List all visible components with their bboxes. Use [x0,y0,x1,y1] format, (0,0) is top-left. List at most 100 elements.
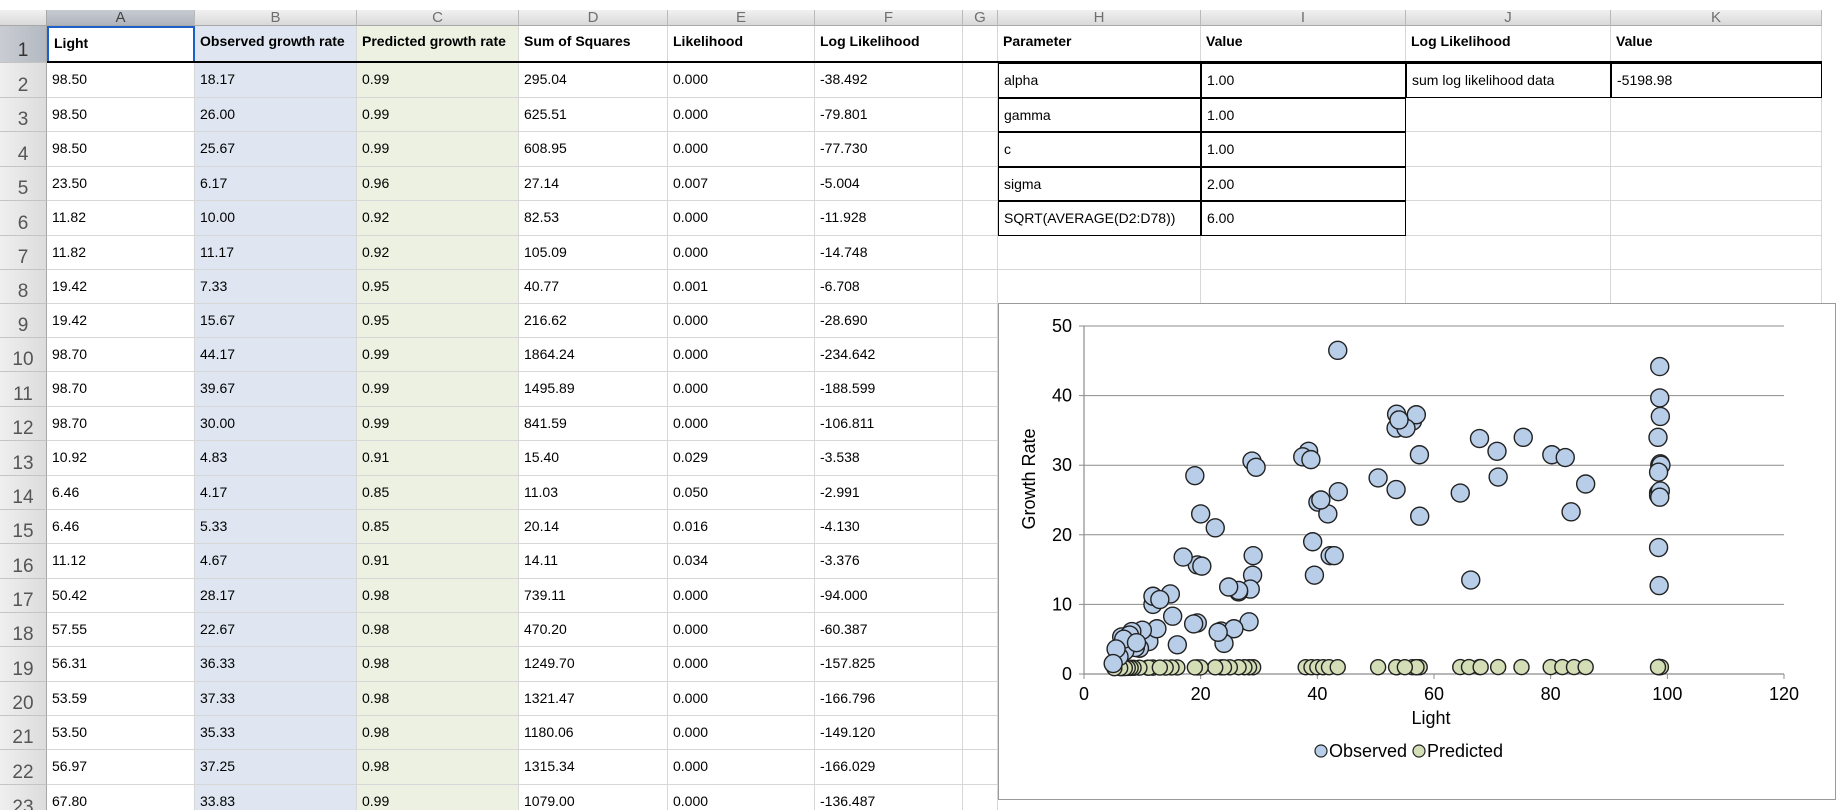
cell-empty[interactable] [963,63,998,98]
cell-log-likelihood[interactable]: -157.825 [815,647,963,682]
row-header-3[interactable]: 3 [0,98,47,132]
cell-sum-of-squares[interactable]: 608.95 [519,132,668,167]
cell-empty[interactable] [1406,98,1611,132]
cell-observed-growth-rate[interactable]: 25.67 [195,132,357,167]
cell-log-likelihood[interactable]: -14.748 [815,236,963,270]
cell-predicted-growth-rate[interactable]: 0.95 [357,304,519,338]
cell-light[interactable]: 57.55 [47,613,195,647]
cell-empty[interactable] [1611,236,1822,270]
cell-likelihood[interactable]: 0.000 [668,407,815,441]
cell-likelihood[interactable]: 0.000 [668,682,815,716]
row-header-22[interactable]: 22 [0,750,47,785]
cell-log-likelihood[interactable]: -28.690 [815,304,963,338]
header-predicted-growth-rate[interactable]: Predicted growth rate [357,26,519,63]
row-header-23[interactable]: 23 [0,785,47,810]
cell-log-likelihood[interactable]: -77.730 [815,132,963,167]
cell-empty[interactable] [1406,132,1611,167]
param-header-parameter[interactable]: Parameter [998,26,1201,63]
cell-empty[interactable] [963,304,998,338]
cell-light[interactable]: 98.70 [47,338,195,372]
cell-predicted-growth-rate[interactable]: 0.98 [357,682,519,716]
cell-predicted-growth-rate[interactable]: 0.99 [357,372,519,407]
header-light[interactable]: Light [47,26,195,63]
row-header-16[interactable]: 16 [0,544,47,579]
cell-empty[interactable] [963,647,998,682]
cell-likelihood[interactable]: 0.000 [668,613,815,647]
cell-empty[interactable] [1406,270,1611,304]
row-header-18[interactable]: 18 [0,613,47,647]
cell-empty[interactable] [1406,167,1611,201]
cell-sum-of-squares[interactable]: 1180.06 [519,716,668,750]
cell-log-likelihood[interactable]: -2.991 [815,476,963,510]
cell-sum-of-squares[interactable]: 105.09 [519,236,668,270]
cell-log-likelihood[interactable]: -11.928 [815,201,963,236]
cell-sum-of-squares[interactable]: 1864.24 [519,338,668,372]
cell-likelihood[interactable]: 0.000 [668,201,815,236]
cell-light[interactable]: 19.42 [47,304,195,338]
cell-sum-of-squares[interactable]: 11.03 [519,476,668,510]
cell-empty[interactable] [963,476,998,510]
cell-empty[interactable] [963,682,998,716]
cell-predicted-growth-rate[interactable]: 0.91 [357,441,519,476]
cell-log-likelihood[interactable]: -106.811 [815,407,963,441]
cell-predicted-growth-rate[interactable]: 0.95 [357,270,519,304]
cell-sum-of-squares[interactable]: 27.14 [519,167,668,201]
cell-predicted-growth-rate[interactable]: 0.99 [357,338,519,372]
column-header-g[interactable]: G [963,10,998,26]
param-value-2[interactable]: 1.00 [1201,98,1406,132]
cell-likelihood[interactable]: 0.000 [668,338,815,372]
param-header-value[interactable]: Value [1201,26,1406,63]
cell-observed-growth-rate[interactable]: 36.33 [195,647,357,682]
cell-light[interactable]: 6.46 [47,476,195,510]
cell-empty[interactable] [963,716,998,750]
cell-light[interactable]: 10.92 [47,441,195,476]
cell-likelihood[interactable]: 0.000 [668,716,815,750]
cell-observed-growth-rate[interactable]: 44.17 [195,338,357,372]
cell-sum-of-squares[interactable]: 1495.89 [519,372,668,407]
cell-log-likelihood[interactable]: -136.487 [815,785,963,810]
cell-likelihood[interactable]: 0.000 [668,63,815,98]
cell-likelihood[interactable]: 0.000 [668,236,815,270]
scatter-chart[interactable]: 0 10 20 30 40 50 0 20 40 60 80 100 120 Growth Rate L… [998,303,1836,800]
cell-empty[interactable] [1611,132,1822,167]
cell-observed-growth-rate[interactable]: 4.17 [195,476,357,510]
cell-likelihood[interactable]: 0.000 [668,579,815,613]
cell-likelihood[interactable]: 0.000 [668,372,815,407]
row-header-8[interactable]: 8 [0,270,47,304]
cell-light[interactable]: 11.82 [47,201,195,236]
row-header-14[interactable]: 14 [0,476,47,510]
cell-observed-growth-rate[interactable]: 33.83 [195,785,357,810]
cell-sum-of-squares[interactable]: 841.59 [519,407,668,441]
cell-predicted-growth-rate[interactable]: 0.92 [357,236,519,270]
row-header-20[interactable]: 20 [0,682,47,716]
cell-light[interactable]: 56.97 [47,750,195,785]
cell-log-likelihood[interactable]: -3.376 [815,544,963,579]
cell-light[interactable]: 19.42 [47,270,195,304]
cell-observed-growth-rate[interactable]: 7.33 [195,270,357,304]
cell-log-likelihood[interactable]: -188.599 [815,372,963,407]
row-header-21[interactable]: 21 [0,716,47,750]
cell-empty[interactable] [1406,201,1611,236]
cell-likelihood[interactable]: 0.029 [668,441,815,476]
cell-observed-growth-rate[interactable]: 30.00 [195,407,357,441]
select-all-corner[interactable] [0,10,47,26]
cell-observed-growth-rate[interactable]: 18.17 [195,63,357,98]
cell-log-likelihood[interactable]: -5.004 [815,167,963,201]
row-header-7[interactable]: 7 [0,236,47,270]
cell-sum-of-squares[interactable]: 1079.00 [519,785,668,810]
header-likelihood[interactable]: Likelihood [668,26,815,63]
cell-likelihood[interactable]: 0.000 [668,304,815,338]
row-header-15[interactable]: 15 [0,510,47,544]
column-header-j[interactable]: J [1406,10,1611,26]
cell-sum-of-squares[interactable]: 295.04 [519,63,668,98]
column-header-d[interactable]: D [519,10,668,26]
cell-likelihood[interactable]: 0.001 [668,270,815,304]
cell-sum-of-squares[interactable]: 1321.47 [519,682,668,716]
cell-predicted-growth-rate[interactable]: 0.99 [357,407,519,441]
cell-observed-growth-rate[interactable]: 6.17 [195,167,357,201]
cell-log-likelihood[interactable]: -166.029 [815,750,963,785]
param-name-1[interactable]: alpha [998,63,1201,98]
cell-empty[interactable] [963,613,998,647]
cell-predicted-growth-rate[interactable]: 0.98 [357,716,519,750]
column-header-a[interactable]: A [47,10,195,26]
